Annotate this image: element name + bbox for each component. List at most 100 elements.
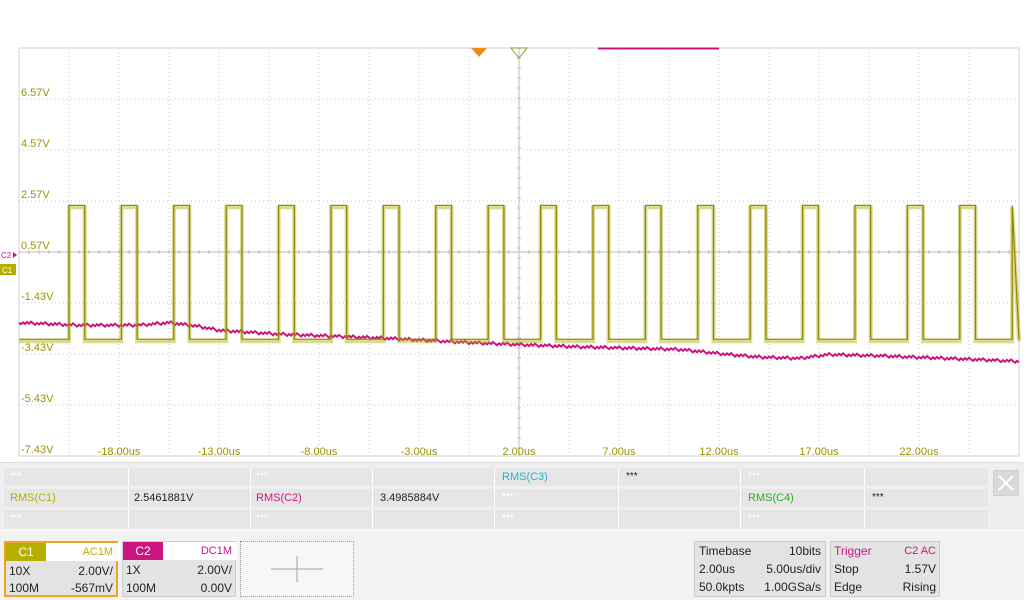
- y-tick-label: -5.43V: [21, 393, 54, 405]
- measurement-panel: *** *** RMS(C3) *** *** RMS(C1) 2.5461881V RMS(…: [0, 462, 1024, 530]
- measurement-divider: [494, 468, 495, 486]
- measurement-row: *** *** *** ***: [4, 510, 988, 528]
- x-tick-label: 7.00us: [602, 446, 636, 458]
- trigger-slope: Rising: [902, 580, 936, 594]
- trigger-state: Stop: [834, 562, 859, 576]
- measurement-divider: [740, 510, 741, 528]
- measurement-divider: [128, 489, 129, 507]
- close-measurement-button[interactable]: [993, 470, 1019, 496]
- channel-1-probe: 10X: [9, 564, 31, 578]
- x-tick-label: 22.00us: [899, 446, 939, 458]
- measurement-empty: ***: [748, 513, 760, 524]
- measurement-divider: [864, 510, 865, 528]
- ch1-marker-box: [0, 264, 16, 275]
- measurement-divider: [250, 468, 251, 486]
- measurement-divider: [128, 468, 129, 486]
- channel-2-settings[interactable]: C2 DC1M 1X 2.00V/ 100M 0.00V: [122, 541, 237, 597]
- ch2-trace: [18, 320, 1020, 365]
- trigger-source: C2 AC: [904, 545, 936, 557]
- measurement-label[interactable]: RMS(C1): [10, 492, 56, 504]
- ch1-marker-label: C1: [2, 266, 13, 275]
- measurement-empty: ***: [502, 513, 514, 524]
- measurement-divider: [740, 489, 741, 507]
- channel-1-bandwidth: 100M: [9, 581, 40, 595]
- trigger-level: 1.57V: [904, 562, 936, 576]
- measurement-empty: ***: [872, 492, 884, 503]
- measurement-divider: [618, 510, 619, 528]
- measurement-divider: [250, 510, 251, 528]
- y-tick-label: -7.43V: [21, 444, 54, 456]
- x-tick-label: -3.00us: [401, 446, 438, 458]
- channel-1-tag: C1: [6, 543, 46, 561]
- measurement-divider: [372, 468, 373, 486]
- channel-2-vdiv: 2.00V/: [197, 563, 232, 577]
- x-tick-label: 2.00us: [502, 446, 536, 458]
- y-axis-labels: 6.57V 4.57V 2.57V 0.57V -1.43V -3.43V -5.43V -7…: [21, 87, 54, 456]
- x-tick-label: 17.00us: [799, 446, 839, 458]
- measurement-empty: ***: [256, 471, 268, 482]
- close-icon: [998, 475, 1014, 491]
- ch2-marker-label: C2: [1, 251, 12, 260]
- measurement-empty: ***: [626, 471, 638, 482]
- timebase-bits: 10bits: [788, 544, 821, 558]
- trigger-position-marker-icon[interactable]: [471, 48, 487, 57]
- channel-2-bandwidth: 100M: [126, 581, 157, 595]
- ch2-marker-arrow-icon: [13, 252, 17, 258]
- timebase-per-div: 5.00us/div: [766, 562, 821, 576]
- trigger-title: Trigger: [834, 544, 872, 558]
- channel-1-settings[interactable]: C1 AC1M 10X 2.00V/ 100M -567mV: [4, 541, 120, 597]
- measurement-value: 2.5461881V: [134, 492, 194, 504]
- channel-2-coupling: DC1M: [200, 545, 232, 557]
- timebase-settings[interactable]: Timebase 10bits 2.00us 5.00us/div 50.0kp…: [694, 541, 826, 597]
- measurement-empty: ***: [502, 492, 514, 503]
- measurement-empty: ***: [10, 513, 22, 524]
- channel-1-coupling: AC1M: [82, 546, 113, 558]
- measurement-divider: [618, 489, 619, 507]
- y-tick-label: 2.57V: [21, 189, 50, 201]
- measurement-value: 3.4985884V: [380, 492, 440, 504]
- measurement-label[interactable]: RMS(C2): [256, 492, 302, 504]
- y-tick-label: 0.57V: [21, 240, 50, 252]
- measurement-divider: [864, 489, 865, 507]
- add-channel-button[interactable]: [240, 541, 354, 597]
- measurement-divider: [372, 489, 373, 507]
- measurement-row: RMS(C1) 2.5461881V RMS(C2) 3.4985884V *** RMS…: [4, 489, 988, 507]
- measurement-divider: [740, 468, 741, 486]
- trigger-type: Edge: [834, 580, 863, 594]
- horizontal-position-marker-icon[interactable]: [509, 47, 529, 59]
- traces: [18, 204, 1021, 365]
- x-tick-label: 12.00us: [699, 446, 739, 458]
- measurement-label[interactable]: RMS(C4): [748, 492, 794, 504]
- channel-2-offset: 0.00V: [200, 581, 232, 595]
- x-tick-label: -8.00us: [301, 446, 338, 458]
- measurement-divider: [494, 489, 495, 507]
- measurement-divider: [494, 510, 495, 528]
- measurement-divider: [372, 510, 373, 528]
- measurement-empty: ***: [748, 471, 760, 482]
- waveform-display[interactable]: 6.57V 4.57V 2.57V 0.57V -1.43V -3.43V -5.43V -7…: [0, 0, 1024, 462]
- timebase-title: Timebase: [699, 544, 752, 558]
- measurement-divider: [618, 468, 619, 486]
- channel-1-vdiv: 2.00V/: [78, 564, 113, 578]
- measurement-empty: ***: [10, 471, 22, 482]
- memory-depth: 50.0kpts: [699, 580, 745, 594]
- x-tick-label: -18.00us: [98, 446, 141, 458]
- channel-2-probe: 1X: [126, 563, 141, 577]
- y-tick-label: 6.57V: [21, 87, 50, 99]
- add-plus-icon: [271, 556, 323, 582]
- x-axis-labels: -18.00us -13.00us -8.00us -3.00us 2.00us 7.00…: [98, 446, 939, 458]
- trigger-settings[interactable]: Trigger C2 AC Stop 1.57V Edge Rising: [830, 541, 940, 597]
- ch1-offset-marker[interactable]: C1: [0, 264, 16, 275]
- measurement-divider: [864, 468, 865, 486]
- y-tick-label: -3.43V: [21, 342, 54, 354]
- measurement-label[interactable]: RMS(C3): [502, 471, 548, 483]
- measurement-row: *** *** RMS(C3) *** ***: [4, 468, 988, 486]
- ch1-trace: [19, 204, 1020, 340]
- y-tick-label: 4.57V: [21, 138, 50, 150]
- channel-2-tag: C2: [123, 542, 163, 560]
- y-tick-label: -1.43V: [21, 291, 54, 303]
- status-bar: C1 AC1M 10X 2.00V/ 100M -567mV C2 DC1M 1…: [0, 531, 1024, 600]
- measurement-divider: [128, 510, 129, 528]
- ch2-offset-marker[interactable]: C2: [1, 251, 17, 260]
- x-tick-label: -13.00us: [198, 446, 241, 458]
